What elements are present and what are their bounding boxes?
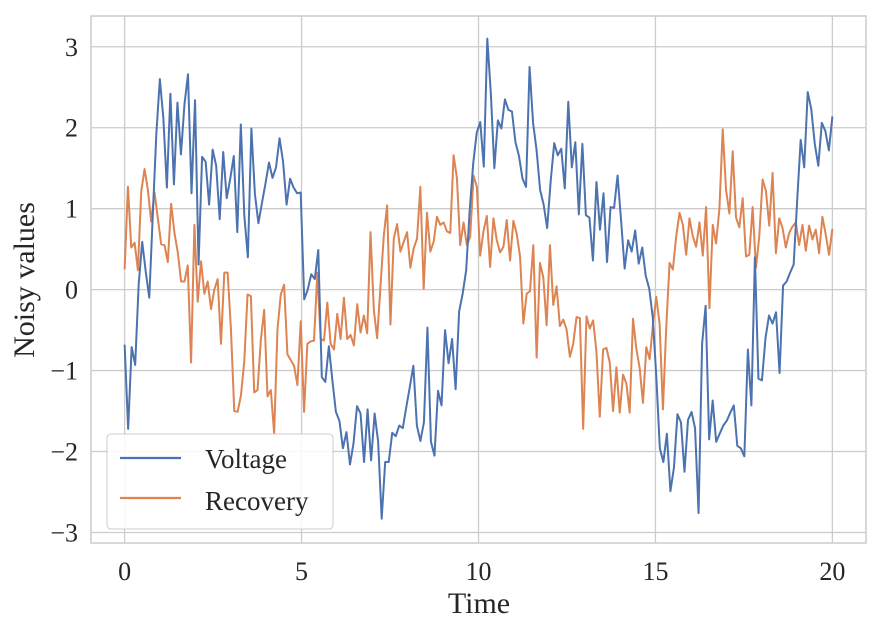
series-layer [123, 37, 834, 520]
y-tick-label: 3 [65, 33, 78, 62]
series-line-voltage [123, 37, 834, 520]
x-tick-label: 15 [642, 557, 668, 586]
plot-frame [90, 15, 867, 544]
x-tick-label: 5 [295, 557, 308, 586]
y-tick-label: 1 [65, 195, 78, 224]
y-axis-label: Noisy values [8, 202, 41, 358]
legend-label-recovery: Recovery [205, 486, 309, 516]
x-tick-labels: 0 5 10 15 20 [118, 557, 845, 586]
x-axis-label: Time [448, 587, 510, 620]
y-tick-label: −3 [50, 518, 78, 547]
y-tick-label: −2 [50, 438, 78, 467]
x-tick-label: 10 [466, 557, 492, 586]
legend-label-voltage: Voltage [205, 444, 287, 474]
series-line-recovery [123, 128, 834, 435]
legend: Voltage Recovery [106, 433, 334, 530]
x-tick-label: 20 [819, 557, 845, 586]
x-tick-label: 0 [118, 557, 131, 586]
y-tick-labels: −3 −2 −1 0 1 2 3 [50, 33, 78, 548]
y-tick-label: 2 [65, 114, 78, 143]
y-tick-label: −1 [50, 357, 78, 386]
y-tick-label: 0 [65, 276, 78, 305]
